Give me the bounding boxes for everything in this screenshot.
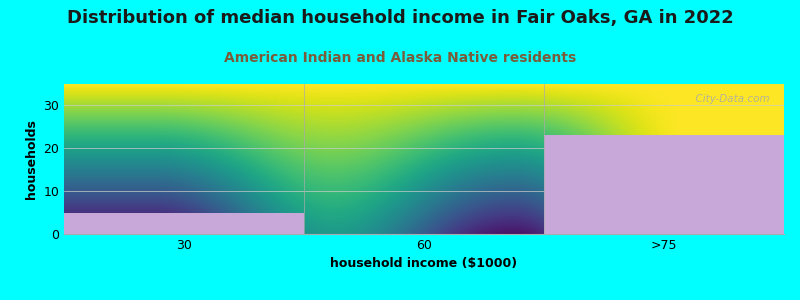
Bar <box>544 135 784 234</box>
Y-axis label: households: households <box>25 119 38 199</box>
Text: City-Data.com: City-Data.com <box>689 94 770 104</box>
Text: American Indian and Alaska Native residents: American Indian and Alaska Native reside… <box>224 51 576 65</box>
Text: Distribution of median household income in Fair Oaks, GA in 2022: Distribution of median household income … <box>66 9 734 27</box>
Bar <box>64 213 304 234</box>
X-axis label: household income ($1000): household income ($1000) <box>330 257 518 270</box>
